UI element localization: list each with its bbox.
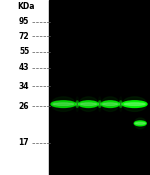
Text: C: C <box>103 2 110 11</box>
Ellipse shape <box>119 101 122 107</box>
Ellipse shape <box>98 97 101 111</box>
Ellipse shape <box>76 97 79 111</box>
Text: 95: 95 <box>19 17 29 26</box>
Text: D: D <box>124 2 132 11</box>
Text: 26: 26 <box>19 102 29 111</box>
Text: 17: 17 <box>19 138 29 147</box>
Text: A: A <box>63 2 69 11</box>
Ellipse shape <box>76 103 79 106</box>
Ellipse shape <box>134 118 146 129</box>
Ellipse shape <box>53 103 74 106</box>
Ellipse shape <box>101 101 119 107</box>
Ellipse shape <box>122 97 147 111</box>
Text: KDa: KDa <box>18 2 35 11</box>
Ellipse shape <box>98 103 101 106</box>
Bar <box>49 0 150 175</box>
Ellipse shape <box>134 121 146 126</box>
Ellipse shape <box>101 97 119 111</box>
Ellipse shape <box>76 101 79 107</box>
Ellipse shape <box>119 103 122 106</box>
Ellipse shape <box>51 101 76 107</box>
Ellipse shape <box>51 97 76 111</box>
Ellipse shape <box>80 103 97 106</box>
Text: 72: 72 <box>19 32 29 41</box>
Ellipse shape <box>79 101 98 107</box>
Ellipse shape <box>98 101 101 107</box>
Ellipse shape <box>119 97 122 111</box>
Text: 43: 43 <box>19 63 29 72</box>
Text: B: B <box>83 2 90 11</box>
Ellipse shape <box>135 122 145 124</box>
Text: 55: 55 <box>19 47 29 57</box>
Ellipse shape <box>124 103 145 106</box>
Text: 34: 34 <box>19 82 29 91</box>
Ellipse shape <box>103 103 118 106</box>
Ellipse shape <box>79 97 98 111</box>
Ellipse shape <box>122 101 147 107</box>
